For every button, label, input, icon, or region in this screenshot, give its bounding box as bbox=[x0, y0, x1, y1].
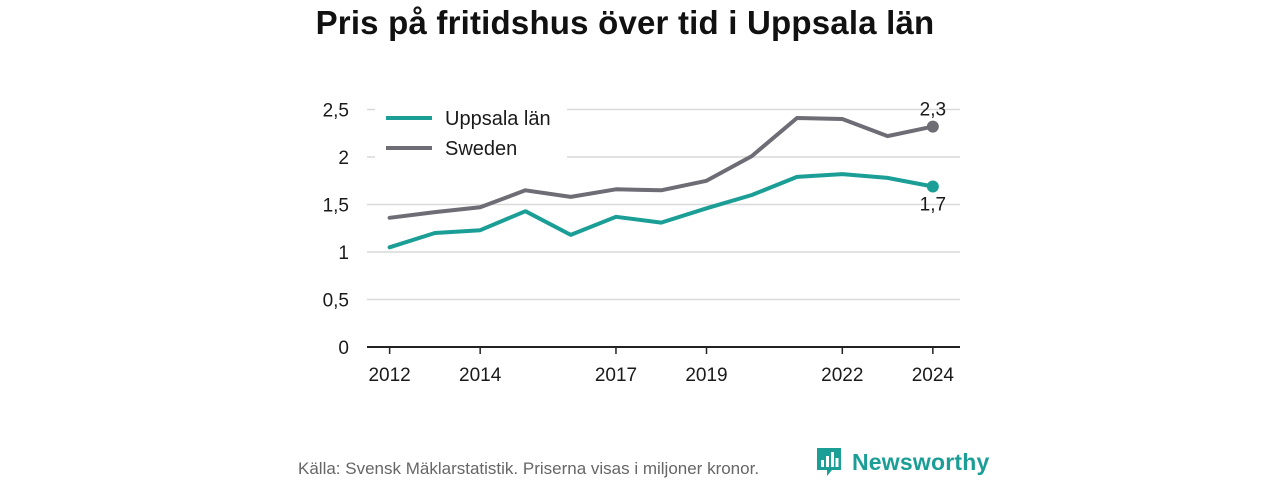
newsworthy-logo-icon bbox=[817, 448, 841, 476]
x-tick-label: 2019 bbox=[685, 365, 727, 386]
series-end-point bbox=[926, 180, 939, 193]
series-end-label: 2,3 bbox=[920, 100, 946, 121]
x-axis-ticks: 2012 2014 2017 2019 2022 2024 bbox=[368, 347, 954, 386]
y-tick-label: 2 bbox=[338, 148, 349, 169]
legend: Uppsala län Sweden bbox=[375, 100, 567, 162]
y-axis-ticks: 0 0,5 1 1,5 2 2,5 bbox=[323, 101, 349, 360]
series-line-uppsala bbox=[387, 172, 935, 250]
y-tick-label: 0 bbox=[338, 338, 349, 359]
y-tick-label: 1 bbox=[338, 243, 349, 264]
x-tick-label: 2024 bbox=[912, 365, 955, 386]
y-tick-label: 1,5 bbox=[323, 196, 349, 217]
x-tick-label: 2022 bbox=[821, 365, 863, 386]
x-tick-label: 2012 bbox=[368, 365, 410, 386]
x-tick-label: 2017 bbox=[595, 365, 637, 386]
legend-label: Uppsala län bbox=[445, 108, 551, 130]
y-tick-label: 0,5 bbox=[323, 291, 349, 312]
brand-logo: Newsworthy bbox=[815, 446, 989, 478]
series-end-point bbox=[926, 120, 939, 133]
x-tick-label: 2014 bbox=[459, 365, 502, 386]
y-tick-label: 2,5 bbox=[323, 101, 349, 122]
series-line-sweden bbox=[387, 116, 935, 220]
brand-name: Newsworthy bbox=[852, 448, 990, 475]
legend-background bbox=[375, 100, 567, 162]
series-lines: 1,7 2,3 bbox=[387, 100, 946, 250]
legend-label: Sweden bbox=[445, 138, 517, 160]
series-end-label: 1,7 bbox=[920, 194, 946, 215]
source-note: Källa: Svensk Mäklarstatistik. Priserna … bbox=[298, 459, 760, 478]
chart-title: Pris på fritidshus över tid i Uppsala lä… bbox=[315, 4, 935, 41]
